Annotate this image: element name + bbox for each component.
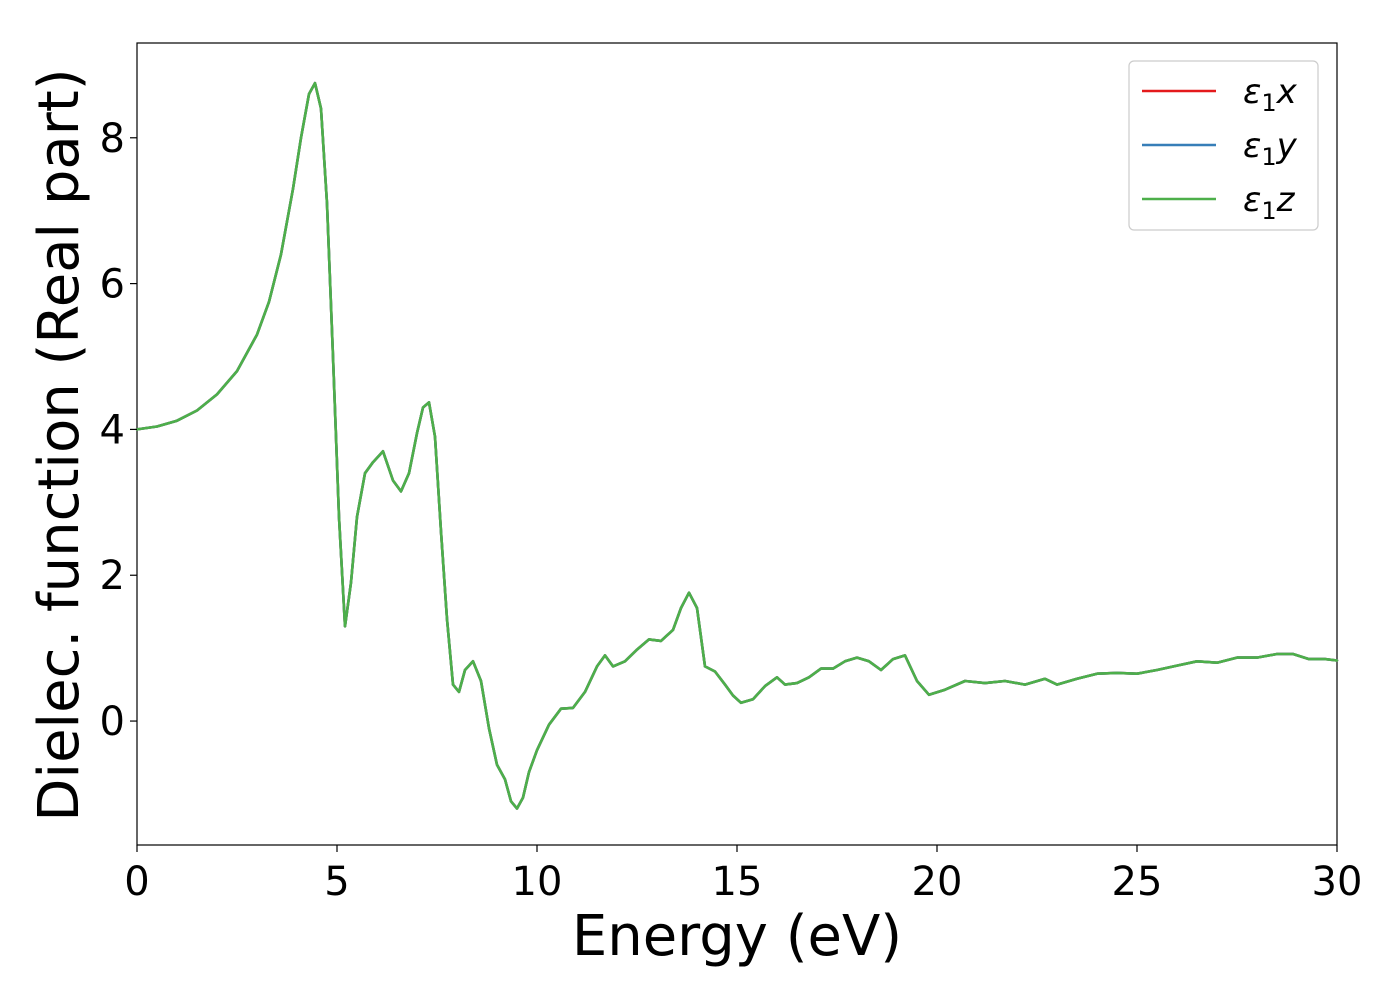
y-axis-title: Dielec. function (Real part) xyxy=(27,68,92,821)
x-tick-label: 5 xyxy=(324,859,349,905)
x-tick-label: 0 xyxy=(124,859,149,905)
x-tick-label: 15 xyxy=(712,859,763,905)
x-tick-label: 20 xyxy=(912,859,963,905)
x-axis-ticks: 0 5 10 15 20 25 30 xyxy=(124,845,1362,905)
y-axis-ticks: 0 2 4 6 8 xyxy=(100,116,137,745)
x-tick-label: 30 xyxy=(1312,859,1363,905)
x-axis-title: Energy (eV) xyxy=(572,904,902,969)
series-line-z xyxy=(135,81,1339,810)
legend-label-z: ε1z xyxy=(1243,180,1296,225)
legend: ε1x ε1y ε1z xyxy=(1128,60,1319,231)
y-tick-label: 6 xyxy=(100,262,125,308)
series-layer xyxy=(135,81,1339,810)
x-tick-label: 25 xyxy=(1112,859,1163,905)
legend-label-y: ε1y xyxy=(1243,126,1298,171)
x-tick-label: 10 xyxy=(512,859,563,905)
y-tick-label: 8 xyxy=(100,116,125,162)
y-tick-label: 0 xyxy=(100,699,125,745)
legend-label-x: ε1x xyxy=(1243,72,1298,117)
y-tick-label: 2 xyxy=(100,553,125,599)
y-tick-label: 4 xyxy=(100,407,125,453)
legend-box xyxy=(1128,60,1319,231)
